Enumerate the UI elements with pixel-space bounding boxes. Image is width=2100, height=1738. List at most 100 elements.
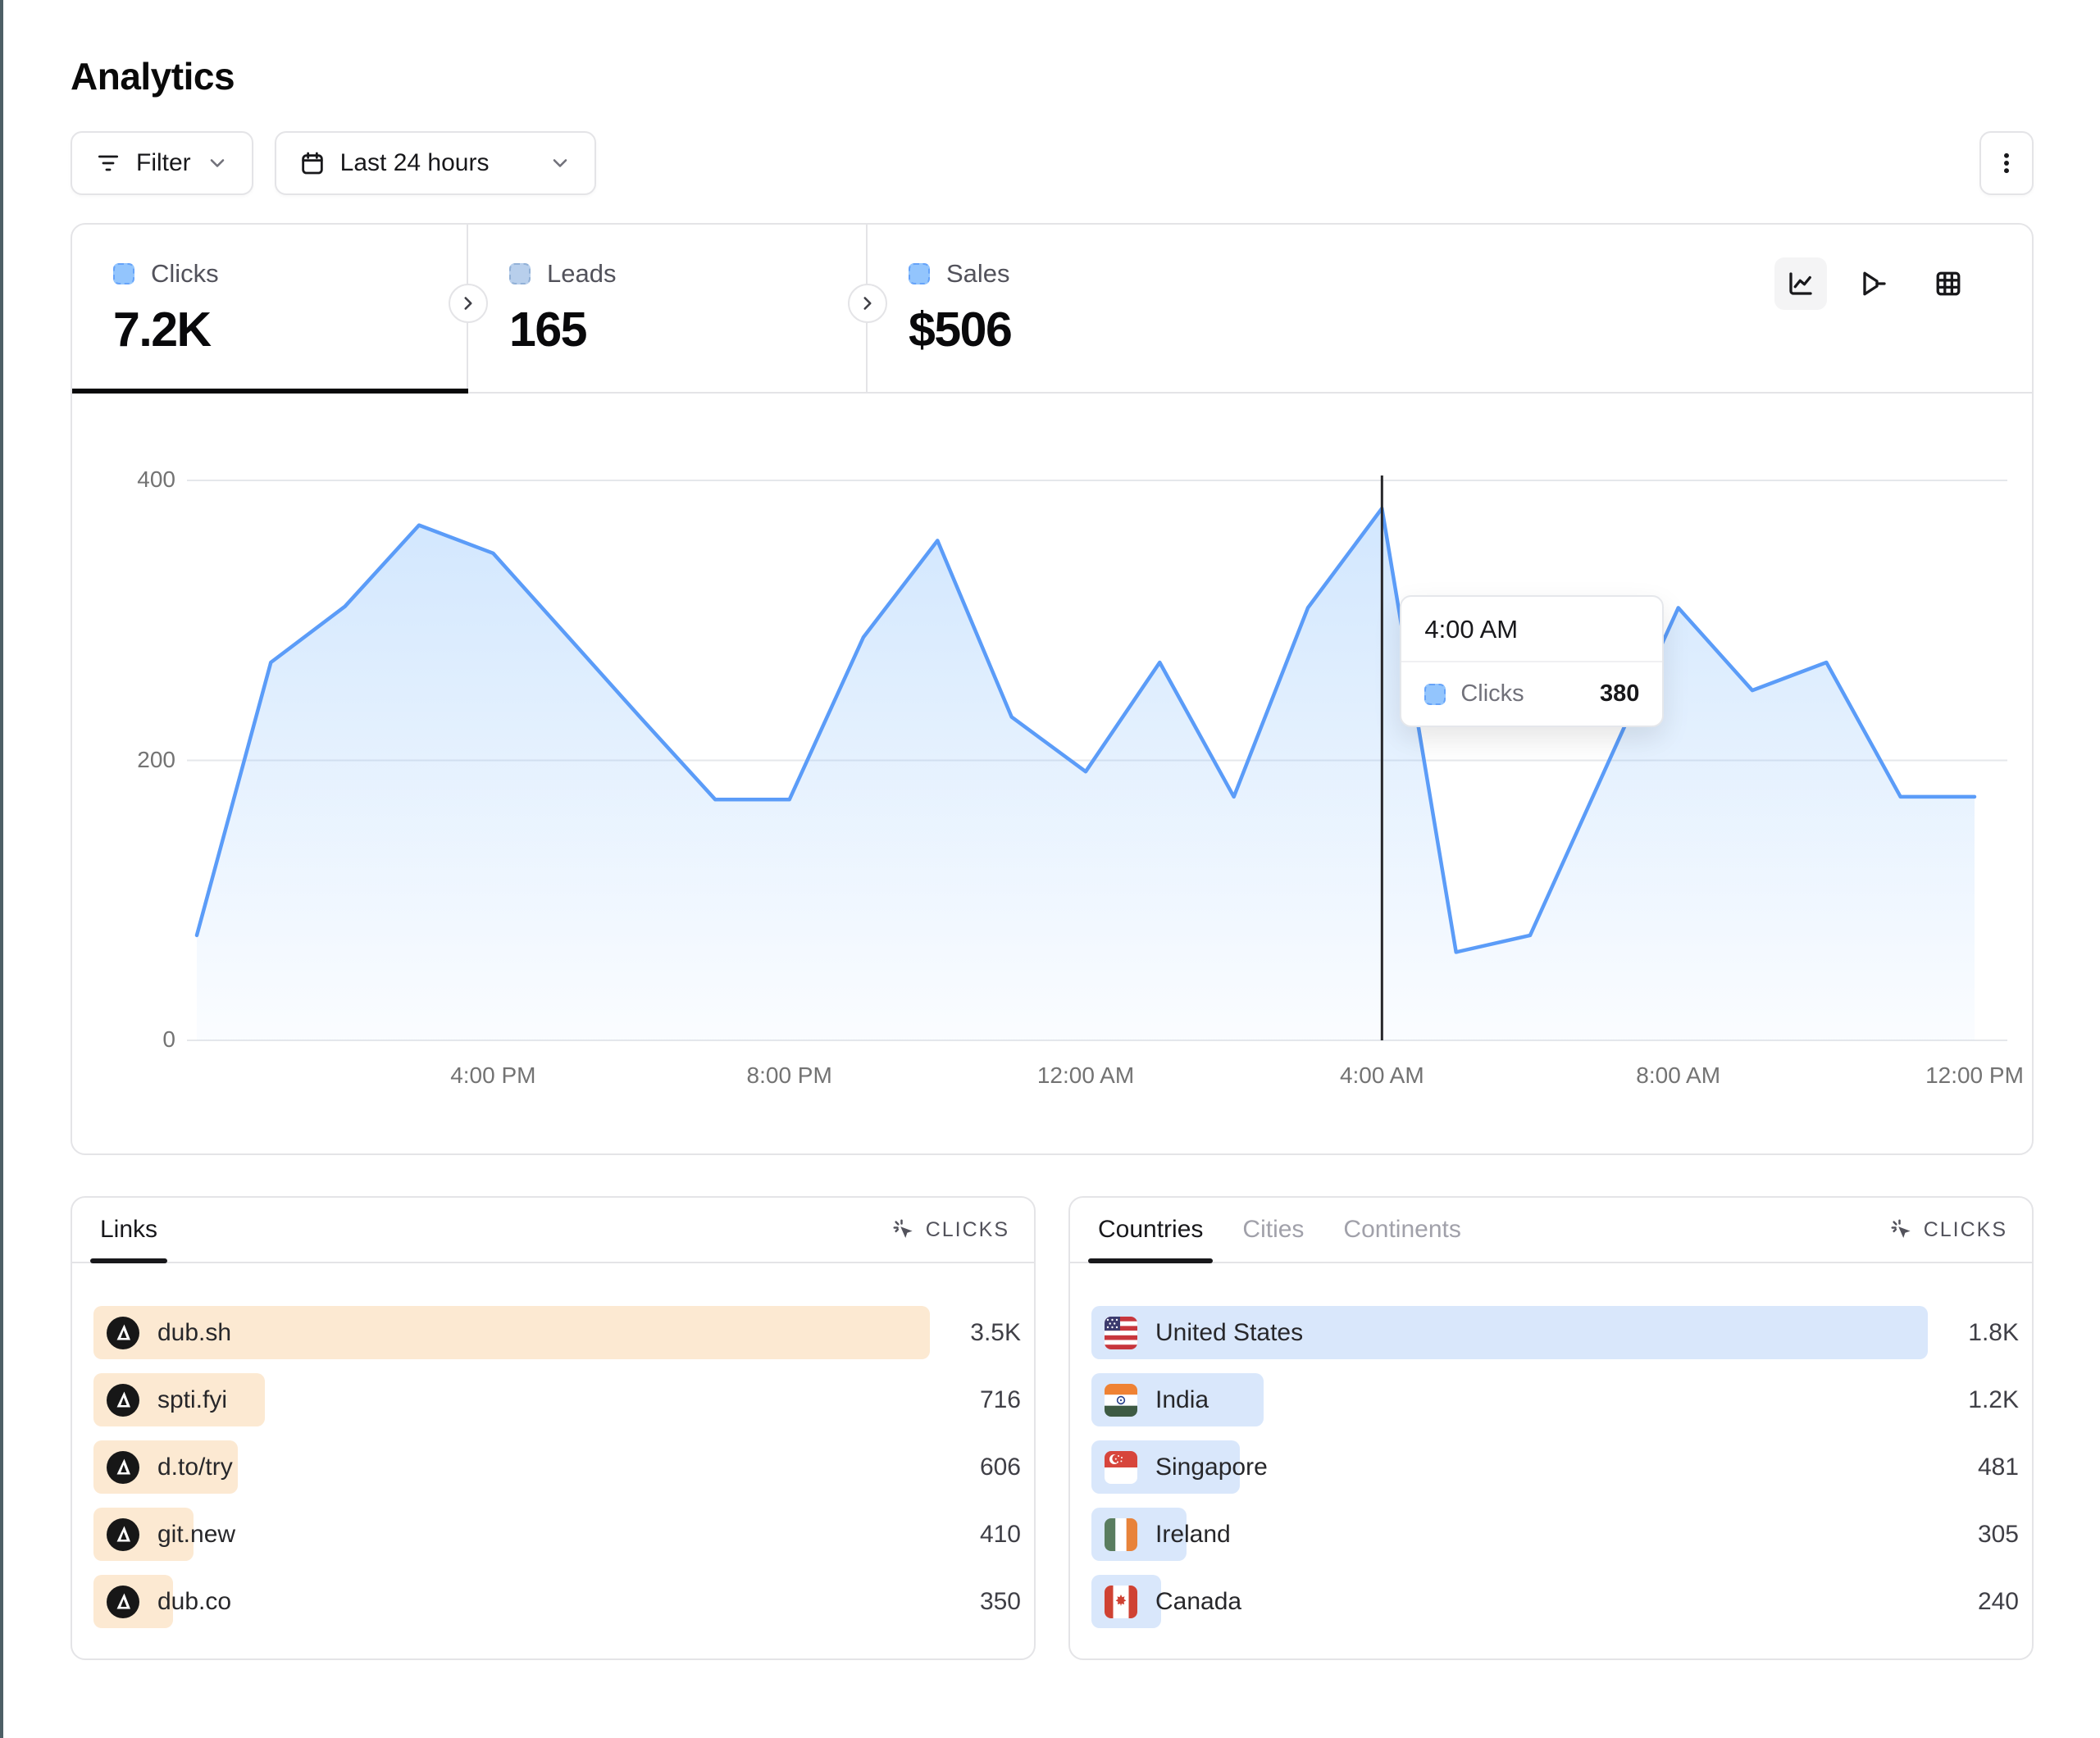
dub-logo-icon — [107, 1316, 139, 1349]
analytics-card: Clicks 7.2K Leads 165 Sales $506 — [71, 223, 2034, 1155]
funnel-view-button[interactable] — [1848, 257, 1901, 310]
item-label: Ireland — [1155, 1520, 1231, 1548]
item-label: d.to/try — [157, 1453, 233, 1481]
clicks-value: 7.2K — [113, 303, 212, 357]
tab-leads[interactable]: Leads 165 — [468, 225, 868, 392]
tab-cities[interactable]: Cities — [1232, 1198, 1314, 1262]
x-axis-tick-label: 4:00 PM — [450, 1062, 536, 1088]
filter-button-label: Filter — [136, 149, 191, 176]
country-row[interactable]: Ireland 305 — [1091, 1508, 2019, 1561]
item-label: spti.fyi — [157, 1385, 228, 1413]
item-label: dub.sh — [157, 1318, 232, 1346]
x-axis-tick-label: 12:00 AM — [1036, 1062, 1135, 1088]
dub-logo-icon — [107, 1383, 139, 1417]
item-label: git.new — [157, 1520, 236, 1548]
stats-divider-chevron-button[interactable] — [848, 284, 887, 323]
clicks-label: Clicks — [151, 259, 219, 288]
flag-us-icon — [1105, 1316, 1137, 1349]
tooltip-series-label: Clicks — [1460, 680, 1524, 707]
dub-logo-icon — [107, 1517, 139, 1551]
flag-canada-icon — [1105, 1585, 1137, 1618]
item-label: Canada — [1155, 1587, 1242, 1615]
link-row[interactable]: spti.fyi 716 — [93, 1373, 1021, 1426]
leads-label: Leads — [547, 259, 617, 288]
item-value: 1.2K — [1968, 1385, 2019, 1413]
active-tab-indicator — [72, 389, 468, 394]
chevron-down-icon — [549, 152, 572, 175]
more-options-button[interactable] — [1979, 131, 2034, 195]
clicks-time-series-chart[interactable]: 4:00 AM Clicks 380 0 200 400 4:00 PM 8:00 PM… — [72, 394, 2035, 1155]
flag-ireland-icon — [1105, 1517, 1137, 1551]
date-range-button[interactable]: Last 24 hours — [274, 131, 596, 195]
country-row[interactable]: India 1.2K — [1091, 1373, 2019, 1426]
country-row[interactable]: Canada 240 — [1091, 1575, 2019, 1628]
funnel-icon — [1860, 269, 1889, 298]
breakdown-panels: Links CLICKS dub.sh 3.5K spti.fyi 716 d.to/t… — [71, 1196, 2034, 1660]
tooltip-legend-square — [1424, 683, 1446, 705]
x-axis-tick-label: 12:00 PM — [1925, 1062, 2024, 1088]
item-value: 305 — [1977, 1520, 2019, 1548]
calendar-icon — [299, 150, 326, 176]
item-value: 350 — [979, 1587, 1021, 1615]
leads-legend-square — [509, 263, 531, 284]
item-label: India — [1155, 1385, 1209, 1413]
chevron-down-icon — [206, 152, 229, 175]
y-axis-tick-label: 400 — [137, 466, 175, 492]
flag-singapore-icon — [1105, 1450, 1137, 1484]
chart-area-fill — [197, 508, 1975, 1040]
countries-panel: Countries Cities Continents CLICKS United … — [1068, 1196, 2034, 1660]
country-row[interactable]: United States 1.8K — [1091, 1306, 2019, 1359]
link-row[interactable]: d.to/try 606 — [93, 1440, 1021, 1494]
line-chart-view-button[interactable] — [1774, 257, 1827, 310]
item-value: 481 — [1977, 1453, 2019, 1481]
y-axis-tick-label: 0 — [162, 1026, 175, 1052]
sales-label: Sales — [946, 259, 1010, 288]
cursor-click-icon — [891, 1217, 916, 1242]
tooltip-value: 380 — [1599, 680, 1640, 707]
link-row[interactable]: dub.co 350 — [93, 1575, 1021, 1628]
links-panel: Links CLICKS dub.sh 3.5K spti.fyi 716 d.to/t… — [71, 1196, 1036, 1660]
tab-clicks[interactable]: Clicks 7.2K — [72, 225, 468, 394]
item-value: 410 — [979, 1520, 1021, 1548]
country-row[interactable]: Singapore 481 — [1091, 1440, 2019, 1494]
date-range-label: Last 24 hours — [339, 149, 490, 176]
table-view-button[interactable] — [1922, 257, 1975, 310]
item-value: 3.5K — [970, 1318, 1021, 1346]
x-axis-tick-label: 8:00 PM — [746, 1062, 832, 1088]
item-value: 716 — [979, 1385, 1021, 1413]
link-row[interactable]: dub.sh 3.5K — [93, 1306, 1021, 1359]
tab-continents[interactable]: Continents — [1333, 1198, 1470, 1262]
item-value: 1.8K — [1968, 1318, 2019, 1346]
flag-india-icon — [1105, 1383, 1137, 1417]
leads-value: 165 — [509, 303, 587, 357]
tab-countries[interactable]: Countries — [1088, 1198, 1214, 1263]
item-value: 240 — [1977, 1587, 2019, 1615]
links-list: dub.sh 3.5K spti.fyi 716 d.to/try 606 git.new 4… — [72, 1263, 1034, 1628]
sales-legend-square — [909, 263, 930, 284]
links-metric-label: CLICKS — [891, 1217, 1009, 1242]
clicks-legend-square — [113, 263, 134, 284]
dub-logo-icon — [107, 1585, 139, 1618]
filter-icon — [95, 150, 121, 176]
tab-sales[interactable]: Sales $506 — [868, 225, 2032, 392]
item-label: dub.co — [157, 1587, 232, 1615]
toolbar: Filter Last 24 hours — [71, 131, 2034, 195]
tab-links[interactable]: Links — [90, 1198, 168, 1263]
chart-view-toggles — [1774, 257, 1975, 310]
link-row[interactable]: git.new 410 — [93, 1508, 1021, 1561]
item-value: 606 — [979, 1453, 1021, 1481]
stats-divider-chevron-button[interactable] — [449, 284, 488, 323]
page-title: Analytics — [71, 55, 235, 98]
item-label: Singapore — [1155, 1453, 1268, 1481]
filter-button[interactable]: Filter — [71, 131, 253, 195]
countries-list: United States 1.8K India 1.2K Singapore 481 Ir… — [1070, 1263, 2032, 1628]
chart-line — [194, 506, 1977, 954]
value-bar — [1091, 1306, 1928, 1359]
value-bar — [93, 1306, 930, 1359]
line-chart-icon — [1786, 269, 1815, 298]
sales-value: $506 — [909, 303, 1013, 357]
countries-panel-header: Countries Cities Continents CLICKS — [1070, 1198, 2032, 1263]
stats-tabs: Clicks 7.2K Leads 165 Sales $506 — [72, 225, 2032, 394]
dub-logo-icon — [107, 1450, 139, 1484]
